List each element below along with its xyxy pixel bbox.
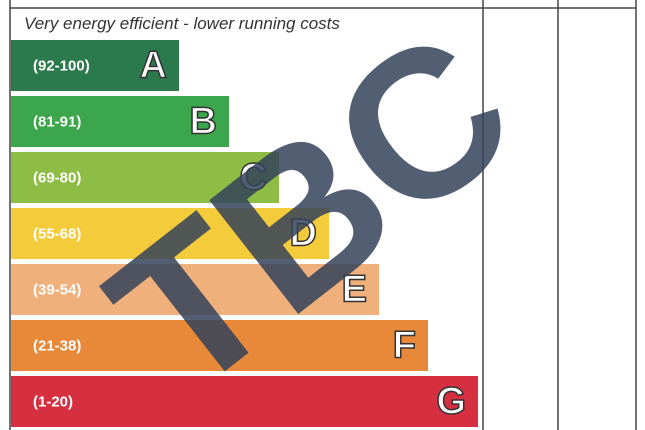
band-letter: C xyxy=(240,157,267,199)
band-bar xyxy=(11,40,179,91)
band-bar xyxy=(11,208,329,259)
band-range: (55-68) xyxy=(33,225,81,242)
band-bar xyxy=(11,96,229,147)
band-range: (81-91) xyxy=(33,113,81,130)
band-letter: G xyxy=(436,381,466,423)
band-bar xyxy=(11,376,478,427)
band-range: (69-80) xyxy=(33,169,81,186)
band-range: (39-54) xyxy=(33,281,81,298)
band-range: (92-100) xyxy=(33,57,90,74)
band-letter: F xyxy=(393,325,416,367)
band-bar xyxy=(11,264,379,315)
band-letter: E xyxy=(342,269,367,311)
band-bar xyxy=(11,320,428,371)
band-range: (1-20) xyxy=(33,393,73,410)
band-letter: A xyxy=(140,45,167,87)
band-bar xyxy=(11,152,279,203)
header-text: Very energy efficient - lower running co… xyxy=(24,14,340,33)
band-range: (21-38) xyxy=(33,337,81,354)
bands: (92-100) A (81-91) B (69-80) C (55-68) D (39-54)… xyxy=(11,40,478,427)
band-letter: B xyxy=(190,101,217,143)
band-letter: D xyxy=(290,213,317,255)
frame xyxy=(9,0,637,430)
